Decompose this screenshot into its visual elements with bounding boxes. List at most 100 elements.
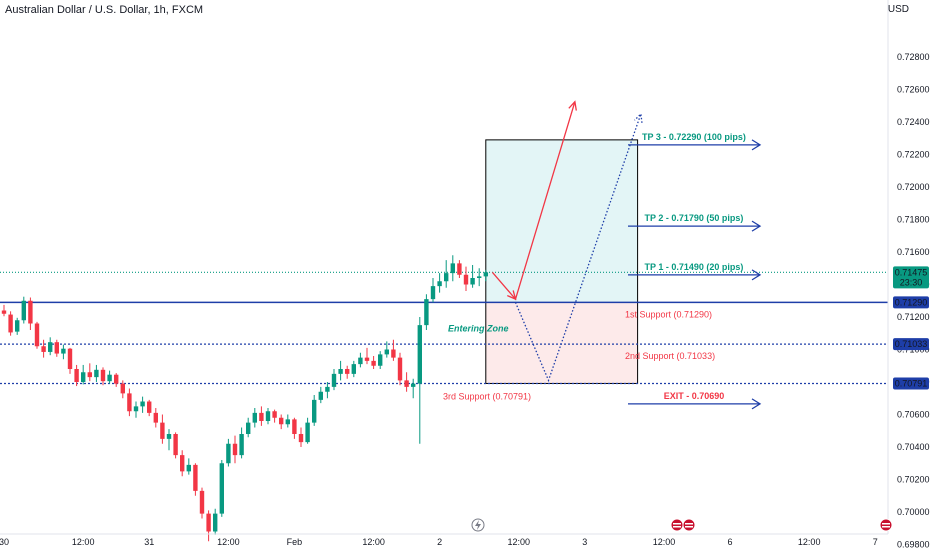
candle-body: [318, 391, 323, 400]
candle-body: [232, 443, 238, 456]
price-axis-currency: USD: [887, 4, 909, 15]
x-tick-label: 30: [0, 537, 9, 547]
candle-body: [67, 348, 73, 369]
support1-label: 1st Support (0.71290): [625, 309, 712, 319]
candle-body: [127, 393, 132, 412]
tp2-arrow-head: [751, 220, 762, 232]
support2-label: 2nd Support (0.71033): [625, 351, 715, 361]
candle-body: [173, 434, 178, 456]
price-label-box: [893, 377, 929, 390]
flag-icon[interactable]: [879, 518, 893, 532]
y-tick-label: 0.70400: [897, 442, 930, 452]
candle-body: [457, 263, 462, 275]
tp1-arrow-head: [751, 269, 762, 281]
candle-body: [61, 348, 66, 354]
candle-body: [34, 323, 40, 347]
candle-body: [351, 364, 356, 374]
candle-body: [298, 434, 304, 443]
candle-body: [94, 369, 99, 378]
candle-body: [358, 357, 363, 365]
price-label-text: 0.70791: [895, 378, 928, 388]
candle-body: [265, 411, 271, 421]
tp2-label: TP 2 - 0.71790 (50 pips): [645, 213, 744, 223]
flag-stripe: [685, 523, 693, 525]
y-tick-label: 0.72000: [897, 182, 930, 192]
tp3-label: TP 3 - 0.72290 (100 pips): [642, 132, 746, 142]
candle-body: [483, 272, 488, 277]
candle-body: [411, 383, 416, 387]
candle-body: [272, 411, 277, 418]
candle-body: [100, 369, 106, 382]
candle-body: [371, 360, 376, 366]
candle-body: [206, 513, 211, 532]
candle-body: [384, 349, 389, 355]
y-tick-label: 0.71600: [897, 247, 930, 257]
tp3-arrow-head: [751, 139, 762, 151]
candle-body: [331, 373, 337, 387]
candle-body: [133, 406, 139, 412]
entering-zone-label: Entering Zone: [448, 323, 509, 333]
candle-body: [226, 443, 231, 464]
price-label-box: [893, 266, 929, 289]
y-tick-label: 0.70200: [897, 475, 930, 485]
candle-body: [81, 372, 86, 382]
candle-body: [219, 463, 224, 514]
candle-body: [404, 380, 409, 387]
price-label-text: 0.71475: [895, 267, 928, 277]
candle-body: [180, 455, 185, 472]
lightning-glyph: [475, 520, 481, 530]
candle-body: [325, 386, 330, 392]
candle-body: [345, 369, 350, 374]
x-tick-label: 3: [582, 537, 587, 547]
x-tick-label: 2: [437, 537, 442, 547]
candle-body: [15, 320, 20, 332]
y-tick-label: 0.70000: [897, 507, 930, 517]
flag-stripe: [882, 526, 890, 528]
candle-body: [114, 374, 119, 384]
stop-zone: [485, 302, 638, 384]
candle-body: [312, 399, 317, 423]
candle-body: [279, 417, 284, 425]
flag-icon[interactable]: [670, 518, 684, 532]
price-label-time: 23:30: [900, 277, 923, 287]
candle-body: [378, 354, 383, 366]
candle-body: [285, 419, 290, 425]
y-tick-label: 0.72600: [897, 85, 930, 95]
y-tick-label: 0.71200: [897, 312, 930, 322]
x-tick-label: 12:00: [72, 537, 95, 547]
price-label-text: 0.71033: [895, 339, 928, 349]
x-tick-label: 12:00: [798, 537, 821, 547]
candle-body: [166, 434, 172, 439]
candle-body: [391, 349, 396, 358]
candle-body: [199, 490, 205, 514]
candle-body: [397, 357, 403, 381]
candle-body: [305, 422, 310, 443]
chart-title: Australian Dollar / U.S. Dollar, 1h, FXC…: [5, 4, 204, 16]
candle-body: [437, 281, 442, 287]
flag-stripe: [685, 526, 693, 528]
entry-arrow-head: [506, 290, 517, 301]
candle-body: [239, 434, 244, 456]
candle-body: [120, 383, 125, 394]
flag-stripe: [882, 523, 890, 525]
candle-body: [147, 401, 152, 413]
exit-arrow-head: [751, 398, 762, 410]
x-tick-label: 6: [727, 537, 732, 547]
candle-body: [470, 278, 475, 285]
candle-body: [444, 273, 449, 282]
y-tick-label: 0.72400: [897, 117, 930, 127]
candle-body: [107, 374, 112, 382]
candle-body: [186, 464, 191, 472]
candle-body: [417, 325, 422, 384]
x-tick-label: 12:00: [217, 537, 240, 547]
price-label-text: 0.71290: [895, 297, 928, 307]
candle-body: [74, 369, 79, 382]
candle-body: [153, 412, 158, 423]
candle-body: [213, 513, 218, 532]
candle-body: [424, 299, 429, 326]
candle-body: [450, 263, 455, 274]
x-tick-label: 12:00: [362, 537, 385, 547]
flag-icon[interactable]: [682, 518, 696, 532]
projection-dotted-head: [634, 112, 643, 123]
